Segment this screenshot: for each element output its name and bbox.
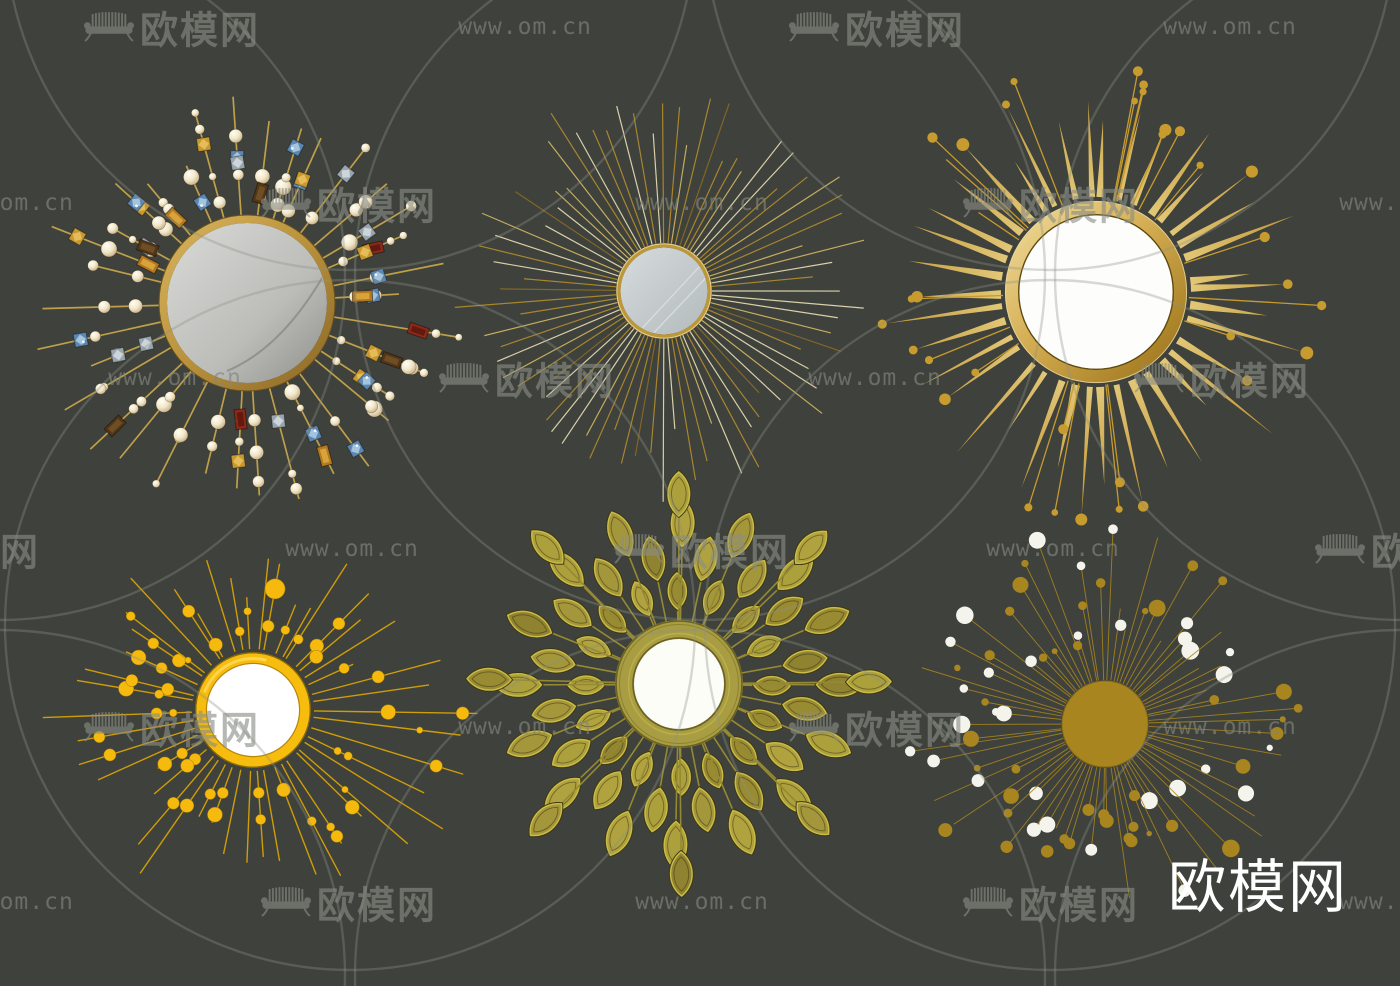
gem-silver <box>336 163 356 184</box>
bold-ray-sunburst-mirror <box>877 66 1327 526</box>
gem-red <box>233 408 248 431</box>
gem-amber <box>351 289 374 303</box>
leaf <box>746 708 784 732</box>
watermark-circle <box>353 0 1047 622</box>
leaf <box>666 570 689 612</box>
leaf <box>505 729 554 759</box>
leaf <box>729 736 758 766</box>
leaf <box>575 635 613 659</box>
leaf <box>550 737 592 769</box>
gem-silver <box>229 154 246 171</box>
gem-gold <box>364 343 383 363</box>
leaf <box>606 510 635 558</box>
gem-blue <box>356 370 377 391</box>
gem-amber <box>316 444 334 468</box>
gem-amber <box>164 206 188 230</box>
leaf <box>530 697 578 724</box>
leaf <box>668 849 694 899</box>
leaf <box>781 648 829 675</box>
gem-bronze <box>251 181 270 206</box>
gem-silver <box>357 222 377 242</box>
watermark-circle <box>3 278 697 972</box>
leaf <box>733 771 765 812</box>
gem-gold <box>355 243 374 262</box>
gem-blue <box>286 138 305 158</box>
leaf <box>844 669 894 695</box>
gem-blue <box>304 424 323 443</box>
leaf <box>793 529 829 565</box>
gem-silver <box>270 413 287 429</box>
gem-gold <box>195 136 212 153</box>
leaf <box>630 750 654 788</box>
leaf <box>795 801 831 837</box>
gem-bronze <box>103 414 127 438</box>
bead-and-gem-sunburst-mirror <box>37 96 463 500</box>
watermark-circle <box>1053 628 1400 986</box>
leaf <box>505 609 554 639</box>
leaf <box>592 557 624 598</box>
leaf <box>630 580 654 618</box>
gem-silver <box>137 335 155 353</box>
leaf <box>764 741 805 772</box>
gem-gold <box>293 170 312 189</box>
site-logo: 欧模网 <box>1168 855 1349 920</box>
leaf <box>528 802 564 838</box>
leaf <box>764 595 805 627</box>
gem-amber <box>136 254 161 275</box>
leaf <box>552 597 593 629</box>
gem-silver <box>109 346 127 364</box>
leaf <box>727 808 757 856</box>
leaf <box>529 648 577 674</box>
watermark-circle <box>353 628 1047 986</box>
leaf <box>803 605 851 635</box>
leaf <box>701 751 725 790</box>
gem-blue <box>192 192 213 213</box>
leaf <box>604 809 634 858</box>
gem-gold <box>67 227 87 247</box>
watermark-circle <box>0 628 347 986</box>
leaf <box>780 696 829 722</box>
dandelion-burst-mirror <box>904 524 1303 899</box>
gem-gold <box>230 453 247 469</box>
leaf <box>640 534 667 583</box>
leaf <box>666 469 692 519</box>
leaf <box>751 674 793 697</box>
gem-bronze <box>135 238 160 258</box>
leaf <box>804 729 853 759</box>
gem-blue <box>346 439 366 459</box>
leaf <box>530 529 565 565</box>
gem-blue <box>126 192 147 213</box>
gem-red <box>406 321 431 340</box>
leaf <box>736 558 768 599</box>
watermark-circle <box>12 0 688 272</box>
watermark-circle <box>712 0 1388 272</box>
leaf <box>726 511 756 560</box>
leaf-sunburst-mirror <box>464 469 894 899</box>
leaf <box>692 535 719 583</box>
leaf <box>592 770 623 811</box>
watermark-circle <box>0 0 347 622</box>
leaf <box>464 666 514 692</box>
leaf <box>643 786 669 834</box>
gem-blue <box>369 267 388 286</box>
gem-blue <box>72 331 89 348</box>
watermark-circle <box>703 278 1397 972</box>
leaf <box>702 579 726 617</box>
fine-ray-sunburst-mirror <box>454 98 865 502</box>
leaf <box>690 785 717 834</box>
leaf <box>670 756 692 798</box>
gem-bronze <box>379 350 404 370</box>
watermark-circle <box>1053 0 1400 622</box>
leaf <box>597 604 628 634</box>
dotted-sunburst-mirror <box>42 558 478 877</box>
